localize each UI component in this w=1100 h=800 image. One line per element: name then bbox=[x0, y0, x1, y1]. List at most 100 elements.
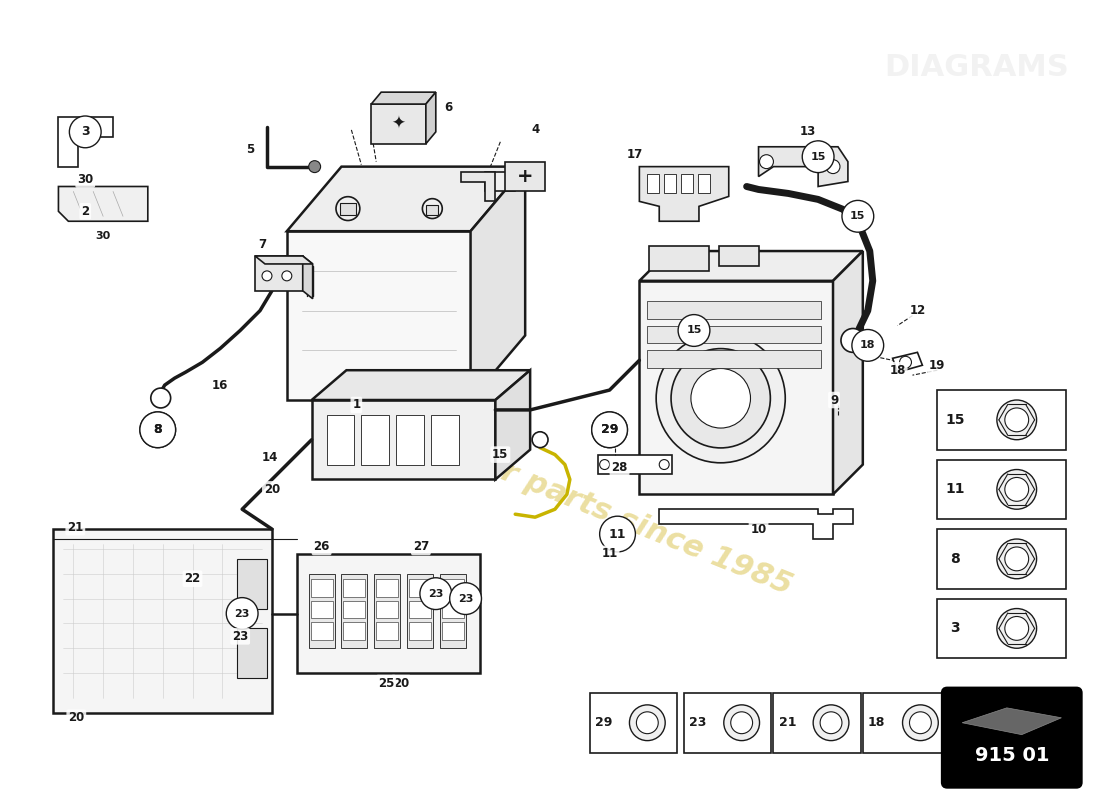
Circle shape bbox=[826, 160, 840, 174]
Text: 915 01: 915 01 bbox=[975, 746, 1049, 765]
Text: 23: 23 bbox=[458, 594, 473, 604]
Polygon shape bbox=[461, 171, 495, 202]
Bar bbox=[937, 390, 1066, 450]
Bar bbox=[590, 693, 678, 753]
Text: 15: 15 bbox=[811, 152, 826, 162]
Polygon shape bbox=[302, 256, 312, 298]
Bar bbox=[647, 326, 821, 343]
Bar bbox=[297, 554, 481, 673]
Text: a passion for parts since 1985: a passion for parts since 1985 bbox=[304, 378, 796, 600]
Circle shape bbox=[1004, 408, 1028, 432]
Bar bbox=[409, 601, 431, 618]
Polygon shape bbox=[639, 251, 862, 281]
Circle shape bbox=[759, 154, 773, 169]
Bar bbox=[310, 578, 332, 597]
Circle shape bbox=[227, 598, 258, 630]
Text: 12: 12 bbox=[910, 304, 925, 317]
Polygon shape bbox=[311, 370, 530, 400]
Text: 15: 15 bbox=[850, 211, 866, 222]
Text: 11: 11 bbox=[602, 547, 618, 561]
Bar bbox=[427, 205, 438, 214]
Bar bbox=[442, 578, 463, 597]
Text: 11: 11 bbox=[608, 527, 626, 541]
Text: +: + bbox=[517, 167, 534, 186]
Text: 20: 20 bbox=[68, 711, 85, 724]
Text: ✦: ✦ bbox=[392, 115, 405, 133]
Bar bbox=[862, 693, 950, 753]
Circle shape bbox=[902, 705, 938, 741]
Bar bbox=[376, 601, 398, 618]
Circle shape bbox=[450, 582, 482, 614]
Polygon shape bbox=[833, 251, 862, 494]
Text: 21: 21 bbox=[779, 716, 796, 730]
Text: 23: 23 bbox=[690, 716, 706, 730]
Circle shape bbox=[724, 705, 759, 741]
Bar bbox=[255, 256, 302, 290]
Text: 7: 7 bbox=[258, 238, 266, 250]
Circle shape bbox=[336, 197, 360, 221]
Circle shape bbox=[422, 198, 442, 218]
Circle shape bbox=[140, 412, 176, 448]
Bar bbox=[647, 301, 821, 318]
Bar bbox=[343, 622, 365, 640]
Circle shape bbox=[1004, 617, 1028, 640]
Polygon shape bbox=[495, 370, 530, 479]
Circle shape bbox=[600, 516, 636, 552]
Circle shape bbox=[532, 432, 548, 448]
Bar bbox=[341, 574, 367, 648]
Polygon shape bbox=[892, 352, 923, 372]
Text: 14: 14 bbox=[262, 451, 278, 464]
Circle shape bbox=[69, 116, 101, 148]
Bar bbox=[409, 578, 431, 597]
Circle shape bbox=[1004, 547, 1028, 571]
Polygon shape bbox=[759, 146, 848, 186]
Circle shape bbox=[282, 271, 292, 281]
Text: 3: 3 bbox=[950, 622, 960, 635]
Bar bbox=[407, 574, 432, 648]
Circle shape bbox=[659, 459, 669, 470]
Bar bbox=[287, 231, 471, 400]
FancyBboxPatch shape bbox=[943, 688, 1081, 787]
Text: 15: 15 bbox=[492, 448, 508, 461]
Circle shape bbox=[910, 712, 932, 734]
Bar bbox=[773, 693, 861, 753]
Bar bbox=[937, 459, 1066, 519]
Circle shape bbox=[900, 356, 912, 368]
Circle shape bbox=[629, 705, 666, 741]
Text: 2: 2 bbox=[81, 205, 89, 218]
Bar bbox=[442, 622, 463, 640]
Text: 28: 28 bbox=[612, 461, 628, 474]
Bar bbox=[343, 578, 365, 597]
Text: 21: 21 bbox=[67, 521, 84, 534]
Text: 22: 22 bbox=[185, 572, 200, 586]
Text: 30: 30 bbox=[96, 231, 111, 241]
Text: 18: 18 bbox=[868, 716, 886, 730]
Text: 27: 27 bbox=[412, 541, 429, 554]
Bar bbox=[937, 529, 1066, 589]
Bar bbox=[647, 174, 659, 194]
Circle shape bbox=[600, 459, 609, 470]
Bar bbox=[440, 574, 465, 648]
Bar bbox=[54, 529, 272, 713]
Text: 6: 6 bbox=[444, 101, 453, 114]
Circle shape bbox=[691, 369, 750, 428]
Bar bbox=[238, 629, 267, 678]
Circle shape bbox=[1004, 478, 1028, 502]
Bar bbox=[431, 415, 459, 465]
Circle shape bbox=[997, 609, 1036, 648]
Polygon shape bbox=[962, 708, 1062, 734]
Bar bbox=[343, 601, 365, 618]
Bar bbox=[664, 174, 676, 194]
Text: 18: 18 bbox=[890, 364, 905, 377]
Polygon shape bbox=[426, 92, 436, 144]
Circle shape bbox=[851, 330, 883, 362]
Circle shape bbox=[678, 314, 710, 346]
Text: 10: 10 bbox=[750, 522, 767, 535]
Text: 20: 20 bbox=[393, 677, 409, 690]
Text: 11: 11 bbox=[945, 482, 965, 496]
Circle shape bbox=[79, 121, 91, 133]
Bar bbox=[309, 574, 334, 648]
Circle shape bbox=[802, 141, 834, 173]
Circle shape bbox=[592, 412, 627, 448]
Text: 23: 23 bbox=[234, 609, 250, 618]
